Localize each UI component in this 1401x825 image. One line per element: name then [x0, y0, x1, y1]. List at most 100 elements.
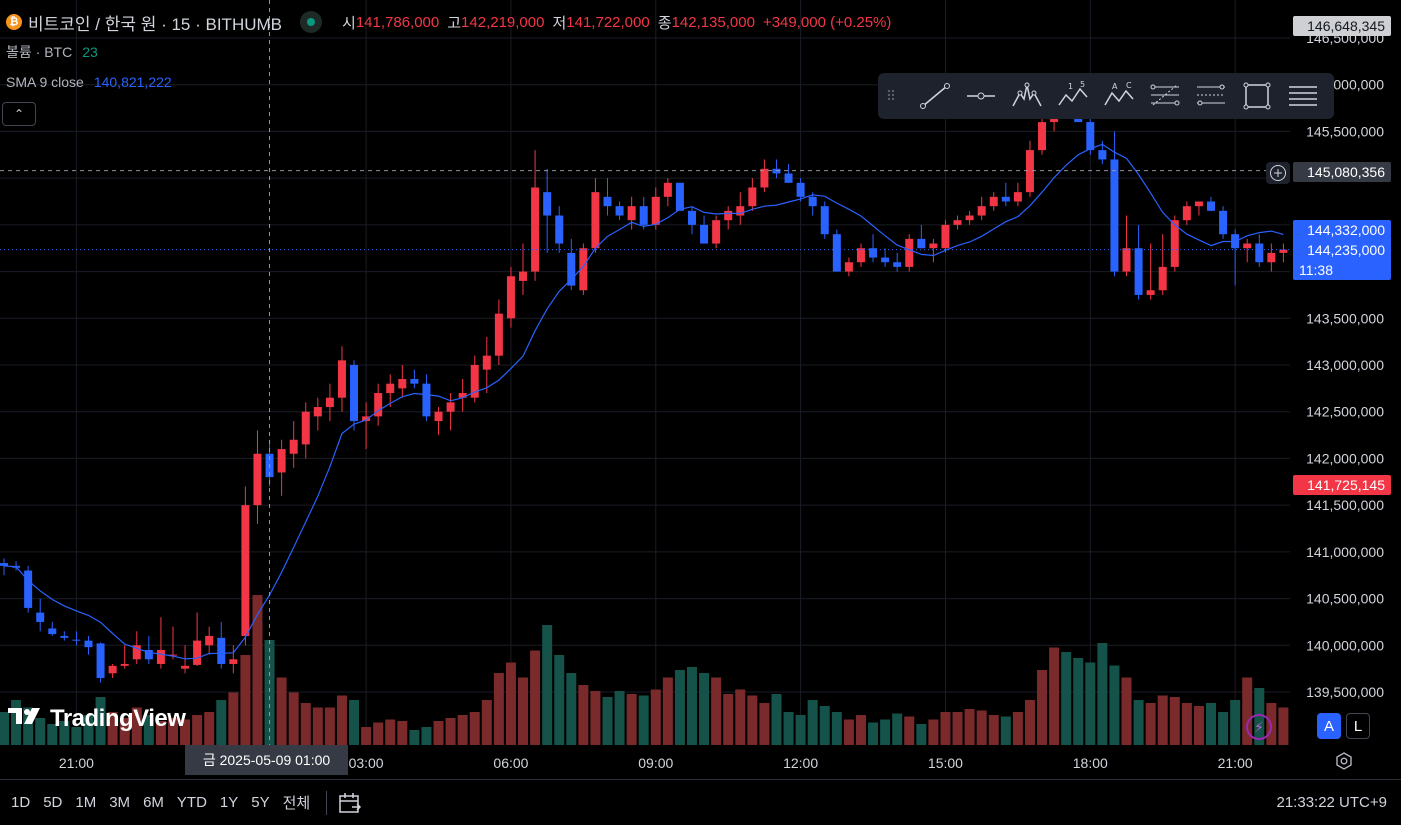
fib-retracement-tool[interactable] [1142, 78, 1188, 114]
symbol-title[interactable]: 비트코인 / 한국 원 · 15 · BITHUMB [28, 14, 282, 34]
low-value: 141,722,000 [566, 13, 650, 31]
candle-body [482, 355, 491, 370]
timezone-clock[interactable]: 21:33:22 UTC+9 [1276, 794, 1388, 811]
volume-bar [964, 709, 975, 745]
trend-line-icon [920, 83, 950, 109]
candle-body [760, 168, 769, 188]
candle-body [506, 276, 515, 319]
tradingview-mark-icon [8, 706, 44, 732]
range-button-1d[interactable]: 1D [11, 794, 31, 811]
candle-body [350, 365, 359, 422]
auto-scale-button[interactable]: A [1317, 713, 1341, 739]
volume-bar [167, 718, 178, 745]
high-value: 142,219,000 [461, 13, 545, 31]
candle-body [181, 665, 190, 669]
crosshair-time-label: 금 2025-05-09 01:00 [185, 745, 348, 775]
collapse-legend-button[interactable]: ⌃ [2, 102, 36, 126]
candle-body [700, 224, 709, 244]
volume-bar [1121, 677, 1132, 745]
volume-bar [312, 707, 323, 745]
volume-bar [1061, 652, 1072, 745]
volume-bar [650, 689, 661, 745]
candle-body [1110, 159, 1119, 272]
volume-bar [988, 715, 999, 745]
volume-bar [1097, 643, 1108, 745]
trend-line-tool[interactable] [912, 78, 958, 114]
volume-bar [397, 721, 408, 745]
candle-body [374, 393, 383, 417]
candle-body [1122, 248, 1131, 272]
volume-bar [783, 712, 794, 745]
candle-body [1038, 122, 1047, 151]
candle-body [1086, 122, 1095, 151]
svg-text:C: C [1126, 81, 1132, 90]
candle-body [1170, 220, 1179, 267]
volume-bar [916, 724, 927, 745]
candle-body [784, 173, 793, 183]
volume-bar [1181, 703, 1192, 745]
lightning-icon[interactable]: ⚡ [1246, 714, 1272, 740]
time-tick-label: 12:00 [783, 755, 818, 771]
high-price-tag: 146,648,345 [1293, 16, 1391, 36]
candle-body [96, 643, 105, 678]
volume-bar [566, 673, 577, 745]
horizontal-ray-icon [967, 92, 995, 100]
log-scale-button[interactable]: L [1346, 713, 1370, 739]
rectangle-tool[interactable] [1234, 78, 1280, 114]
candle-body [639, 206, 648, 225]
fib-extension-tool[interactable] [1188, 78, 1234, 114]
range-button-6m[interactable]: 6M [143, 794, 164, 811]
candle-body [796, 182, 805, 197]
volume-indicator-label[interactable]: 볼륨 · BTC [6, 44, 73, 60]
volume-bar [952, 712, 963, 745]
range-button-ytd[interactable]: YTD [176, 794, 207, 811]
candle-body [651, 196, 660, 225]
candle-body [712, 220, 721, 244]
range-button-5d[interactable]: 5D [43, 794, 63, 811]
volume-bar [880, 719, 891, 745]
time-tick-label: 15:00 [928, 755, 963, 771]
candle-body [277, 449, 286, 473]
volume-bar [1193, 706, 1204, 745]
volume-bar [1073, 658, 1084, 745]
volume-bars [0, 595, 1289, 745]
volume-bar [300, 703, 311, 745]
volume-bar [119, 718, 130, 745]
time-tick-label: 21:00 [1218, 755, 1253, 771]
volume-bar [409, 730, 420, 745]
time-axis: 21:00 03:00 06:00 09:00 12:00 15:00 18:00 21:00 [59, 755, 1253, 771]
tradingview-logo[interactable]: TradingView [8, 705, 186, 733]
volume-bar [1145, 703, 1156, 745]
time-tick-label: 06:00 [493, 755, 528, 771]
drag-handle-icon[interactable]: ⠿ [885, 87, 897, 104]
candle-body [989, 196, 998, 207]
volume-bar [192, 715, 203, 745]
candle-body [808, 196, 817, 207]
calendar-goto-icon[interactable] [337, 790, 363, 816]
candle-body [337, 360, 346, 398]
range-button-1y[interactable]: 1Y [219, 794, 239, 811]
settings-gear-icon[interactable] [1334, 751, 1354, 771]
range-button-5y[interactable]: 5Y [251, 794, 270, 811]
market-status-icon[interactable] [300, 11, 322, 33]
candle-body [301, 411, 310, 445]
candle-body [579, 248, 588, 291]
sma-indicator-label[interactable]: SMA 9 close [6, 74, 84, 90]
candle-body [1098, 150, 1107, 160]
horizontal-ray-tool[interactable] [958, 78, 1004, 114]
low-label: 저 [552, 14, 567, 32]
volume-bar [638, 695, 649, 745]
close-value: 142,135,000 [671, 13, 755, 31]
range-button-1m[interactable]: 1M [75, 794, 97, 811]
volume-bar [530, 650, 541, 745]
range-button-all[interactable]: 전체 [282, 795, 311, 812]
add-alert-plus-icon[interactable] [1266, 162, 1290, 184]
price-chart[interactable]: 139,500,000 140,000,000 140,500,000 141,000… [0, 0, 1401, 780]
price-axis: 139,500,000 140,000,000 140,500,000 141,000… [1306, 30, 1384, 700]
pattern-tool[interactable] [1004, 78, 1050, 114]
range-button-3m[interactable]: 3M [109, 794, 131, 811]
more-tools-menu[interactable] [1280, 78, 1326, 114]
